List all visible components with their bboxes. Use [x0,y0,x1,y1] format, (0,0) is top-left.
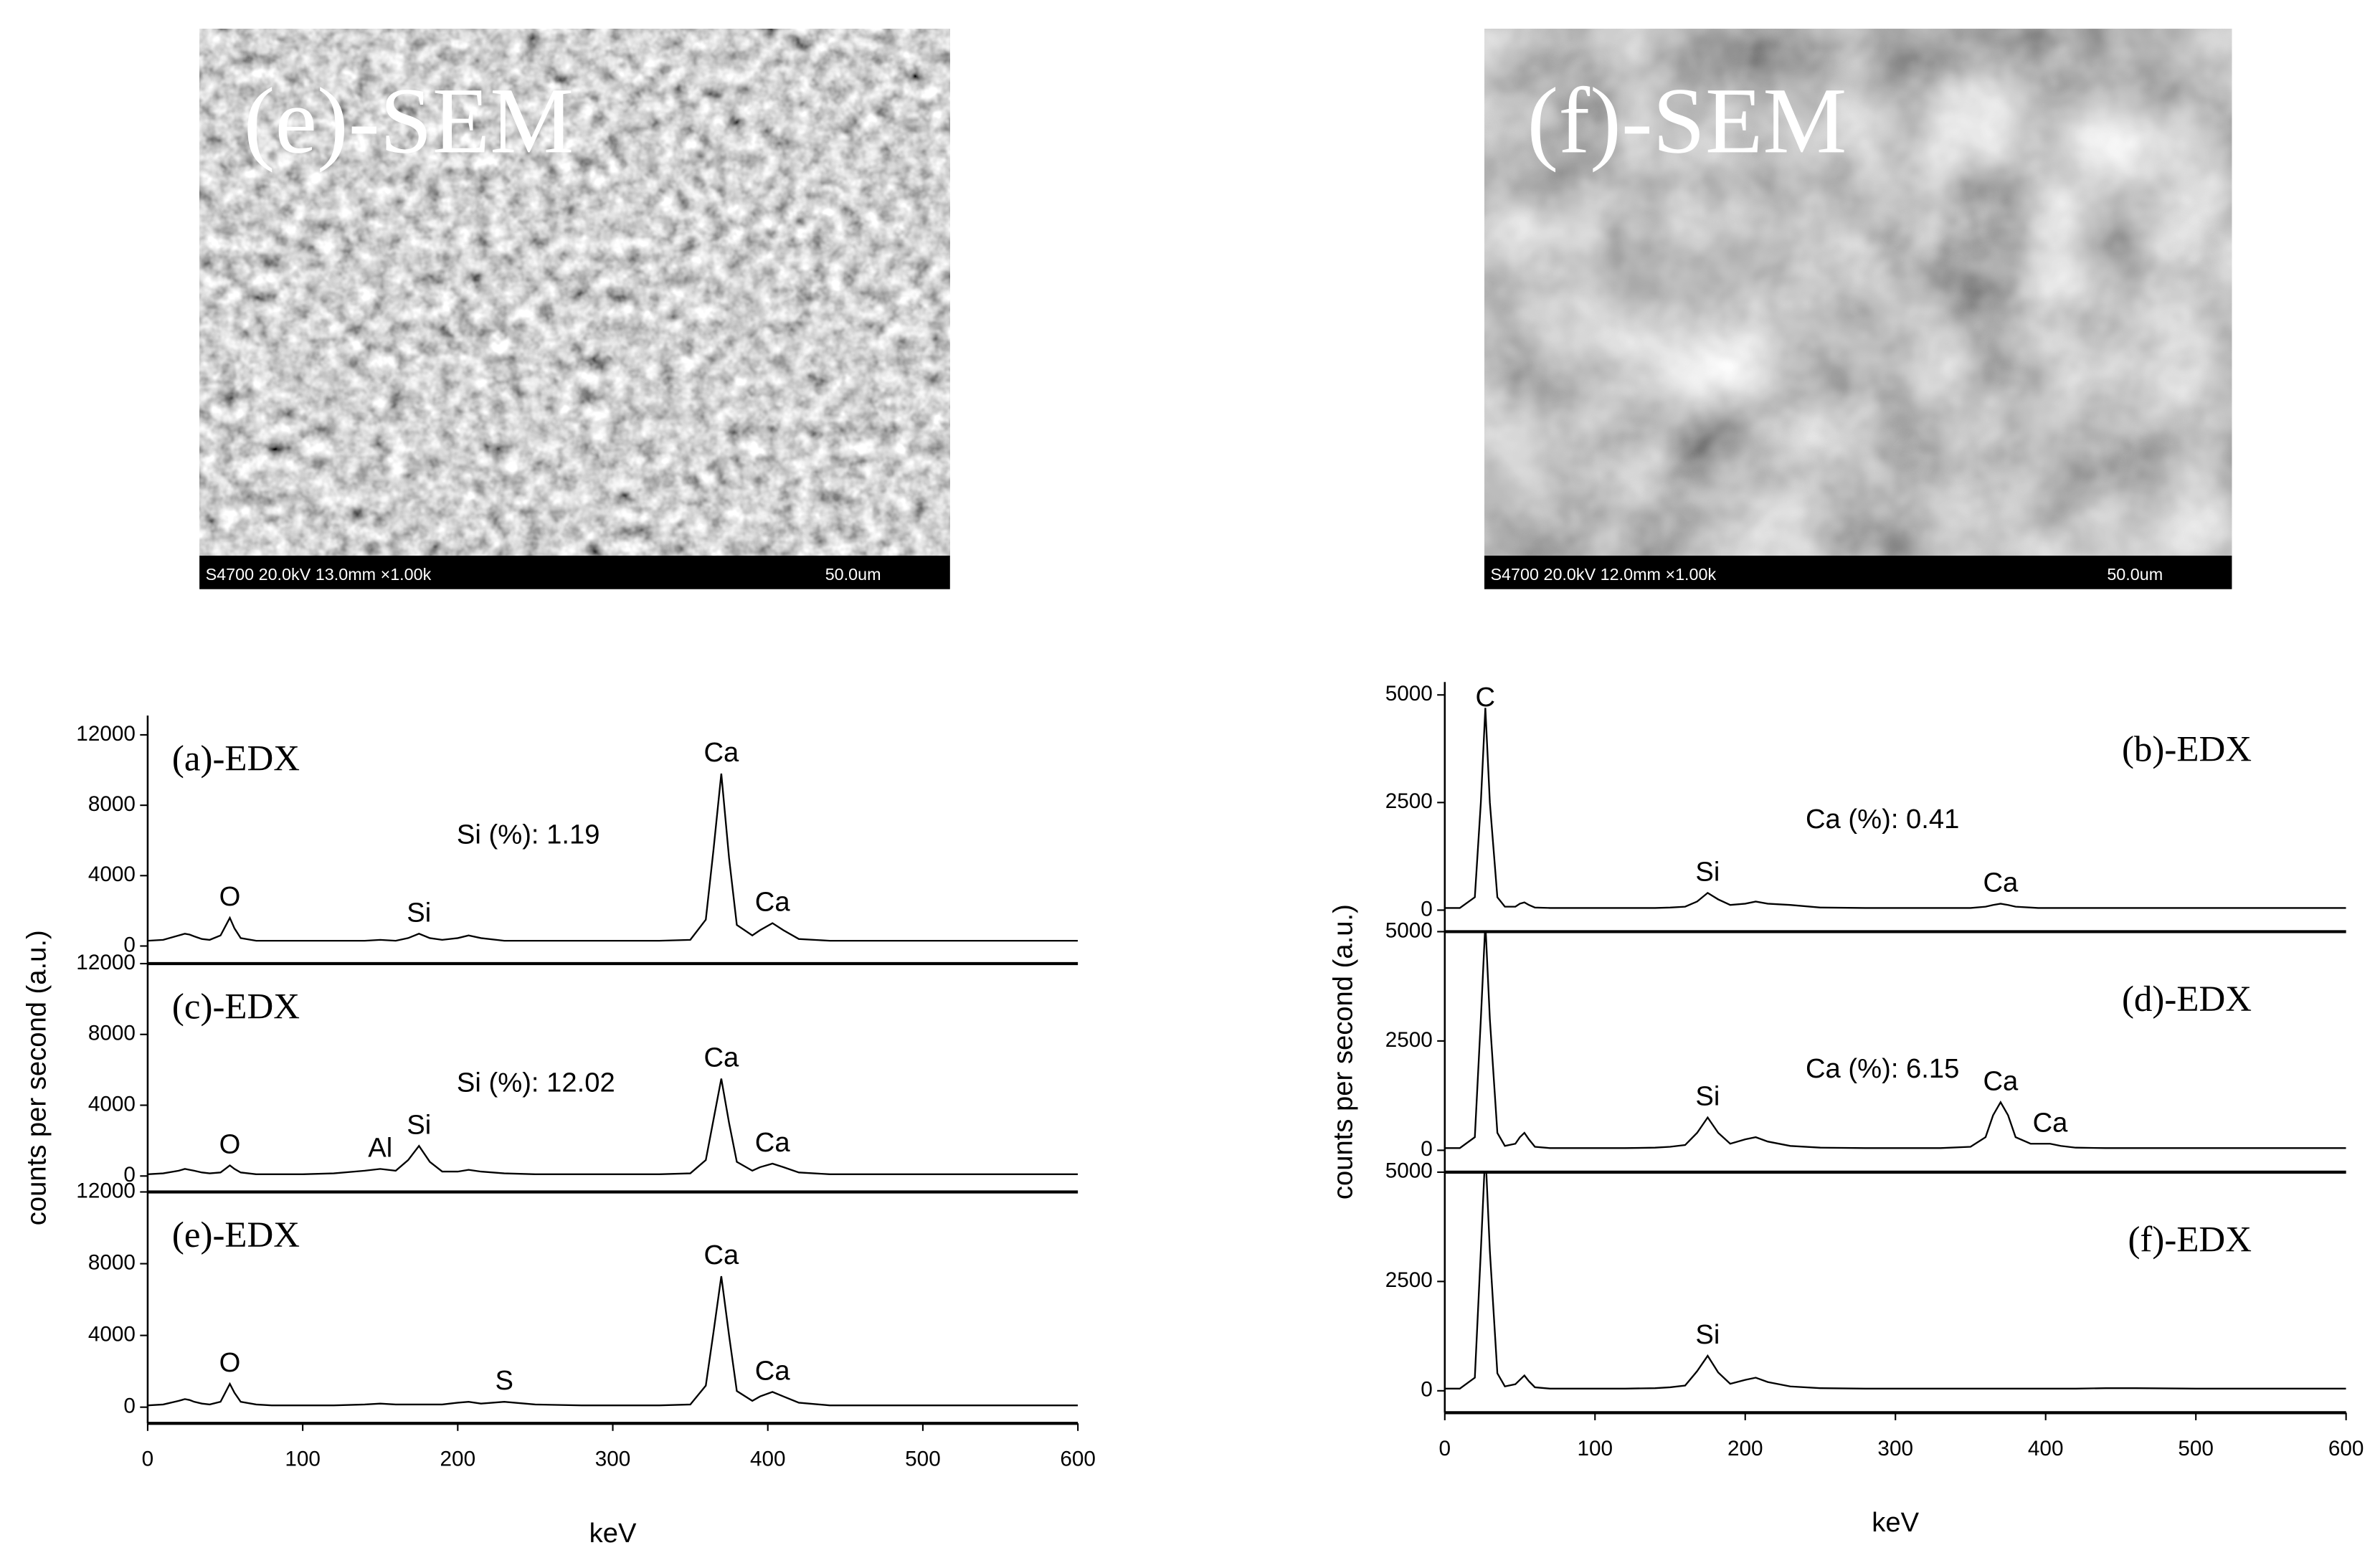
y-tick-label: 4000 [88,1322,136,1346]
spectrum [1444,708,2346,909]
y-axis-label: counts per second (a.u.) [1327,904,1358,1199]
peak-label: Si [1695,1081,1720,1112]
y-tick-label: 8000 [88,1250,136,1274]
peak-label: Ca [755,1355,791,1386]
x-tick-label: 400 [750,1448,786,1471]
spectrum [1444,1172,2346,1389]
sem-image: (f)-SEM S4700 20.0kV 12.0mm ×1.00k 50.0u… [1484,29,2232,589]
peak-label: Ca [755,1127,791,1158]
composition-note: Ca (%): 6.15 [1806,1053,1959,1084]
x-axis-label: keV [589,1518,637,1549]
x-tick-label: 500 [905,1448,941,1471]
x-tick-label: 200 [1727,1437,1763,1460]
y-tick-label: 0 [123,1163,136,1187]
peak-label: Al [368,1132,392,1163]
panel-title: (a)-EDX [172,738,300,779]
peak-label: C [1476,682,1496,713]
x-tick-label: 600 [1060,1448,1096,1471]
peak-label: S [495,1365,513,1396]
sem-scale: 50.0um [825,565,881,584]
y-tick-label: 2500 [1385,789,1433,813]
peak-label: Si [1695,856,1720,887]
x-tick-label: 100 [285,1448,321,1471]
y-tick-label: 5000 [1385,682,1433,705]
info-bar [1484,556,2232,589]
y-tick-label: 0 [1421,1378,1433,1402]
y-tick-label: 2500 [1385,1028,1433,1052]
peak-label: O [219,881,241,912]
y-tick-label: 12000 [76,722,136,746]
peak-label: Ca [2033,1107,2069,1138]
peak-label: Ca [703,737,739,768]
sem-image: (e)-SEM S4700 20.0kV 13.0mm ×1.00k 50.0u… [199,29,950,589]
panel-title: (d)-EDX [2122,979,2252,1020]
x-tick-label: 100 [1577,1437,1613,1460]
spectrum [147,1078,1079,1175]
x-axis-label: keV [1872,1507,1919,1538]
x-tick-label: 300 [1877,1437,1913,1460]
peak-label: Si [407,1109,431,1140]
sem-info: S4700 20.0kV 13.0mm ×1.00k [206,565,432,584]
x-tick-label: 500 [2178,1437,2214,1460]
spectrum [1444,931,2346,1149]
y-tick-label: 4000 [88,863,136,886]
peak-label: Ca [755,887,791,918]
y-tick-label: 12000 [76,1179,136,1202]
sem-label: (f)-SEM [1527,69,1847,173]
x-tick-label: 600 [2328,1437,2364,1460]
composition-note: Si (%): 12.02 [457,1067,615,1098]
y-tick-label: 0 [1421,1137,1433,1161]
peak-label: Si [407,897,431,928]
y-tick-label: 12000 [76,951,136,974]
peak-label: Ca [1983,1065,2019,1096]
x-tick-label: 200 [440,1448,476,1471]
sem-texture [199,29,950,556]
x-tick-label: 400 [2028,1437,2064,1460]
panel-title: (f)-EDX [2128,1220,2252,1260]
x-tick-label: 0 [142,1448,154,1471]
peak-label: Ca [1983,867,2019,898]
sem-scale: 50.0um [2107,565,2163,584]
y-tick-label: 8000 [88,792,136,816]
panel-title: (c)-EDX [172,987,300,1027]
composition-note: Ca (%): 0.41 [1806,804,1959,835]
y-tick-label: 8000 [88,1022,136,1045]
peak-label: Si [1695,1319,1720,1350]
peak-label: Ca [703,1240,739,1270]
x-tick-label: 0 [1439,1437,1451,1460]
y-tick-label: 5000 [1385,1159,1433,1183]
composition-note: Si (%): 1.19 [457,819,600,850]
info-bar [199,556,950,589]
peak-label: Ca [703,1042,739,1073]
sem-texture [1484,29,2232,556]
y-tick-label: 2500 [1385,1268,1433,1292]
peak-label: O [219,1129,241,1159]
x-tick-label: 300 [595,1448,631,1471]
sem-label: (e)-SEM [244,69,574,173]
spectrum [147,773,1079,942]
peak-label: O [219,1347,241,1378]
y-tick-label: 5000 [1385,918,1433,942]
y-tick-label: 0 [123,1394,136,1418]
panel-title: (e)-EDX [172,1215,300,1255]
y-tick-label: 0 [123,933,136,956]
panel-title: (b)-EDX [2122,730,2252,770]
y-axis-label: counts per second (a.u.) [22,930,52,1225]
spectrum [147,1275,1079,1407]
sem-info: S4700 20.0kV 12.0mm ×1.00k [1490,565,1716,584]
y-tick-label: 0 [1421,897,1433,921]
y-tick-label: 4000 [88,1092,136,1116]
